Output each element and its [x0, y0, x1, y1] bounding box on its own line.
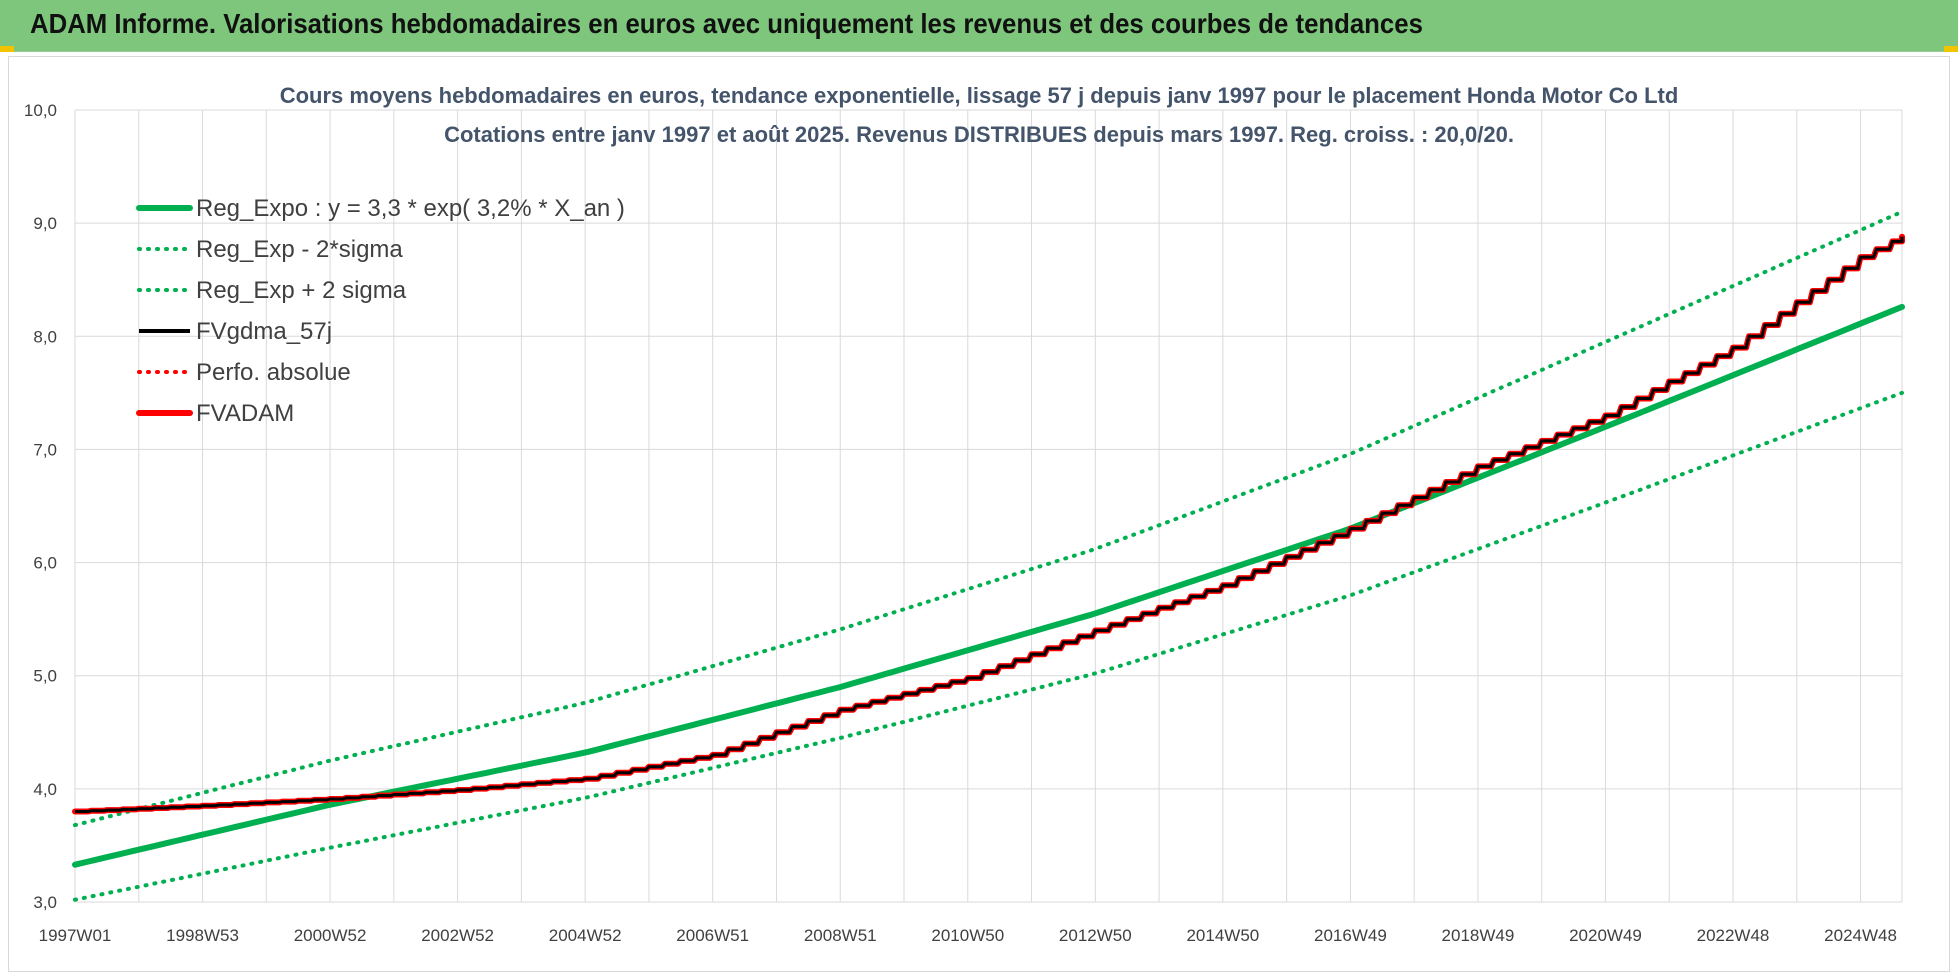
legend-item-reg-expo: Reg_Expo : y = 3,3 * exp( 3,2% * X_an )	[136, 195, 625, 222]
x-tick-label: 2002W52	[421, 926, 494, 945]
page-title: ADAM Informe. Valorisations hebdomadaire…	[30, 8, 1423, 39]
y-tick-label: 3,0	[33, 893, 57, 912]
chart-title-line-1: Cours moyens hebdomadaires en euros, ten…	[280, 83, 1679, 108]
legend: Reg_Expo : y = 3,3 * exp( 3,2% * X_an ) R…	[136, 195, 625, 427]
grid	[74, 109, 1903, 903]
fvadam-line	[72, 233, 1905, 815]
x-tick-label: 2008W51	[804, 926, 877, 945]
y-tick-label: 9,0	[33, 214, 57, 233]
x-tick-label: 2022W48	[1697, 926, 1770, 945]
x-tick-label: 2004W52	[549, 926, 622, 945]
y-axis: 3,0 4,0 5,0 6,0 7,0 8,0 9,0 10,0	[24, 101, 57, 912]
legend-item-fvadam: FVADAM	[136, 400, 294, 427]
x-tick-label: 2024W48	[1824, 926, 1897, 945]
header-banner: ADAM Informe. Valorisations hebdomadaire…	[0, 0, 1958, 52]
x-axis: 1997W01 1998W53 2000W52 2002W52 2004W52 2006W…	[39, 926, 1897, 945]
legend-label: Reg_Expo : y = 3,3 * exp( 3,2% * X_an )	[196, 195, 625, 222]
x-tick-label: 2000W52	[294, 926, 367, 945]
y-tick-label: 4,0	[33, 780, 57, 799]
x-tick-label: 2020W49	[1569, 926, 1642, 945]
y-tick-label: 8,0	[33, 327, 57, 346]
x-tick-label: 1997W01	[39, 926, 112, 945]
plot-area	[72, 209, 1905, 902]
reg-exp-plus-2sigma-line	[73, 209, 1904, 828]
chart-frame	[8, 56, 1950, 972]
fvgdma-57j-line	[75, 236, 1904, 813]
y-tick-label: 6,0	[33, 554, 57, 573]
x-tick-label: 2012W50	[1059, 926, 1132, 945]
x-tick-label: 2016W49	[1314, 926, 1387, 945]
chart-title-group: Cours moyens hebdomadaires en euros, ten…	[280, 83, 1679, 147]
legend-label: FVgdma_57j	[196, 318, 332, 345]
perfo-absolue-line	[73, 235, 1904, 813]
legend-item-reg-exp-plus: Reg_Exp + 2 sigma	[137, 277, 407, 304]
legend-label: Reg_Exp - 2*sigma	[196, 236, 403, 263]
legend-label: Reg_Exp + 2 sigma	[196, 277, 407, 304]
legend-label: FVADAM	[196, 400, 294, 427]
reg-exp-minus-2sigma-line	[73, 390, 1904, 902]
corner-mark-right	[1944, 46, 1958, 52]
reg-expo-line	[72, 303, 1905, 868]
x-tick-label: 2014W50	[1186, 926, 1259, 945]
x-tick-label: 2006W51	[676, 926, 749, 945]
x-tick-label: 2018W49	[1442, 926, 1515, 945]
x-tick-label: 2010W50	[931, 926, 1004, 945]
y-tick-label: 10,0	[24, 101, 57, 120]
corner-mark-left	[0, 46, 14, 52]
legend-label: Perfo. absolue	[196, 359, 351, 386]
legend-item-reg-exp-minus: Reg_Exp - 2*sigma	[137, 236, 403, 263]
x-tick-label: 1998W53	[166, 926, 239, 945]
y-tick-label: 7,0	[33, 440, 57, 459]
legend-item-perfo: Perfo. absolue	[137, 359, 351, 386]
chart-title-line-2: Cotations entre janv 1997 et août 2025. …	[444, 122, 1514, 147]
legend-item-fvgdma: FVgdma_57j	[139, 318, 332, 345]
y-tick-label: 5,0	[33, 667, 57, 686]
